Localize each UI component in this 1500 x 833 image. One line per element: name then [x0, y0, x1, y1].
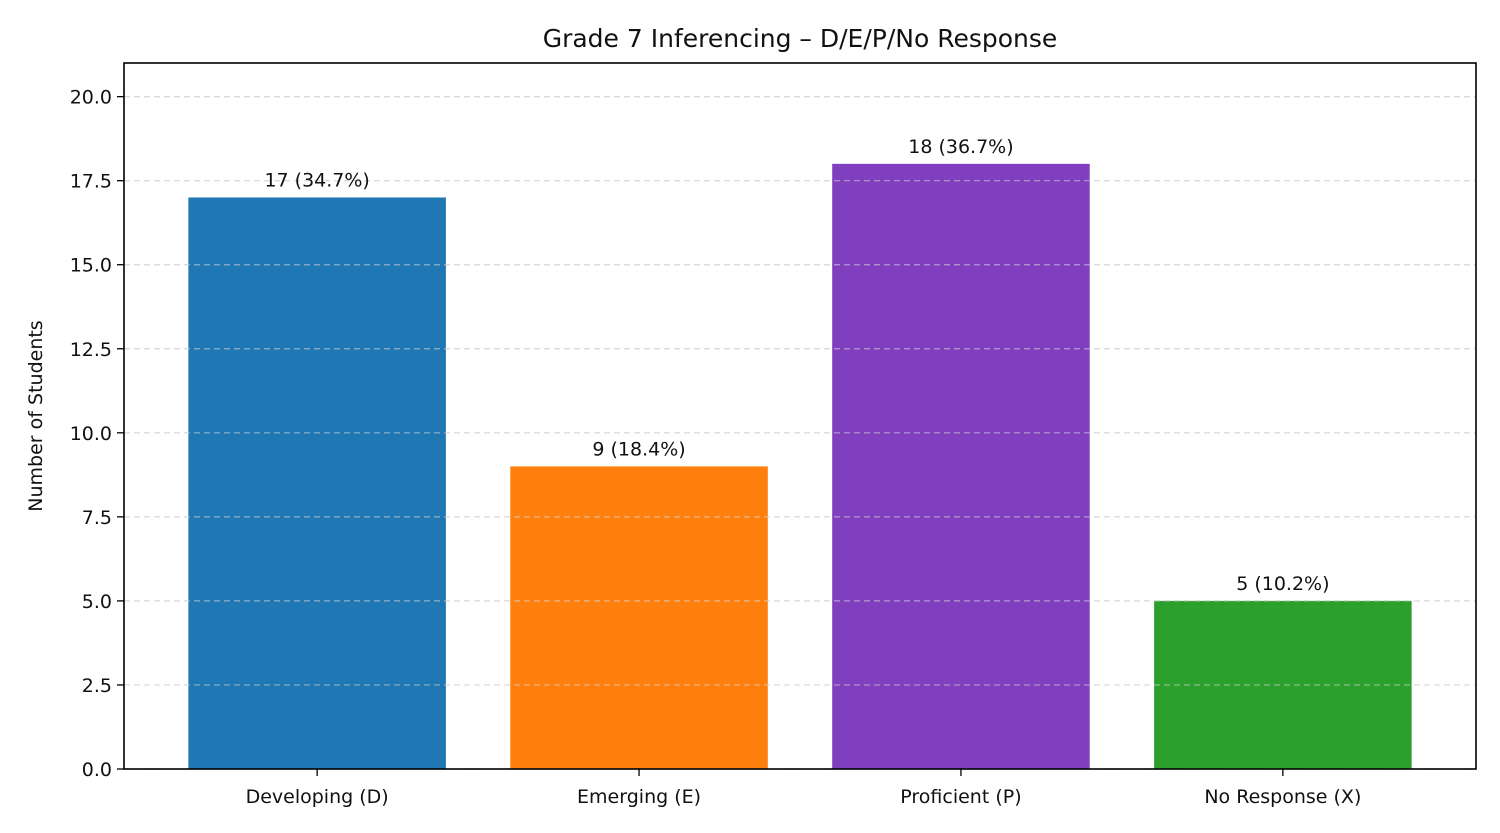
x-tick-label: Developing (D) — [246, 786, 389, 808]
bar-data-label: 18 (36.7%) — [908, 136, 1013, 158]
plot-frame — [123, 62, 1477, 770]
y-tick-label: 17.5 — [70, 171, 112, 193]
y-tick-label: 7.5 — [82, 507, 112, 529]
bar-0 — [188, 197, 446, 769]
bar-1 — [510, 466, 768, 769]
y-tick-label: 2.5 — [82, 675, 112, 697]
bar-data-label: 17 (34.7%) — [264, 169, 369, 191]
y-tick-label: 20.0 — [70, 87, 112, 109]
chart-title: Grade 7 Inferencing – D/E/P/No Response — [543, 24, 1058, 53]
y-tick-label: 0.0 — [82, 759, 112, 781]
bars — [188, 163, 1412, 769]
y-axis-label: Number of Students — [25, 320, 47, 511]
y-axis: 0.0 2.5 5.0 7.5 10.0 12.5 15.0 17.5 20.0 — [70, 87, 124, 781]
x-tick-label: Emerging (E) — [577, 786, 701, 808]
data-labels: 17 (34.7%) 9 (18.4%) 18 (36.7%) 5 (10.2%) — [264, 136, 1329, 595]
y-tick-label: 5.0 — [82, 591, 112, 613]
y-tick-label: 10.0 — [70, 423, 112, 445]
y-tick-label: 15.0 — [70, 255, 112, 277]
bar-2 — [832, 163, 1090, 769]
y-tick-label: 12.5 — [70, 339, 112, 361]
bar-data-label: 9 (18.4%) — [592, 438, 685, 460]
bar-3 — [1154, 600, 1412, 769]
x-tick-label: No Response (X) — [1204, 786, 1361, 808]
x-axis: Developing (D) Emerging (E) Proficient (P)… — [246, 769, 1361, 808]
bar-data-label: 5 (10.2%) — [1236, 573, 1329, 595]
x-tick-label: Proficient (P) — [900, 786, 1021, 808]
